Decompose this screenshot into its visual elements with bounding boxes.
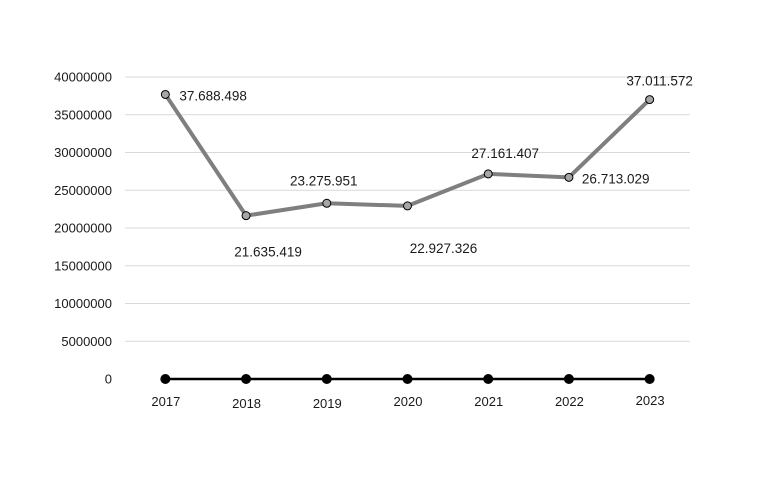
- y-tick-label-6: 30000000: [54, 145, 112, 160]
- series-0-point-4: [483, 169, 493, 179]
- y-tick-label-7: 35000000: [54, 107, 112, 122]
- series-1-point-6: [644, 374, 655, 384]
- data-label-4: 27.161.407: [471, 146, 539, 161]
- x-tick-label-0: 2017: [151, 394, 180, 409]
- y-tick-label-8: 40000000: [54, 70, 112, 85]
- y-tick-label-4: 20000000: [54, 221, 112, 236]
- y-tick-label-1: 5000000: [61, 334, 112, 349]
- data-label-3: 22.927.326: [410, 241, 478, 256]
- series-0-point-6: [645, 95, 655, 105]
- series-0-point-0: [160, 89, 170, 99]
- series-1-point-5: [563, 374, 574, 384]
- x-tick-label-6: 2023: [636, 393, 665, 408]
- data-label-2: 23.275.951: [290, 173, 358, 188]
- y-tick-label-5: 25000000: [54, 183, 112, 198]
- series-0-line: [163, 92, 652, 218]
- series-group: [160, 89, 655, 384]
- data-labels: 37.688.498 21.635.419 23.275.951 22.927.326…: [179, 74, 693, 260]
- y-tick-label-0: 0: [105, 372, 112, 387]
- x-tick-label-2: 2019: [313, 396, 342, 411]
- series-1-point-0: [160, 374, 171, 384]
- gridlines: [125, 76, 690, 342]
- data-label-5: 26.713.029: [582, 171, 650, 186]
- series-1-point-4: [483, 374, 494, 384]
- data-label-6: 37.011.572: [626, 74, 693, 89]
- series-0-point-5: [564, 172, 574, 182]
- y-axis-ticks: 0 5000000 10000000 15000000 20000000 25000000…: [54, 70, 112, 387]
- x-axis-ticks: 2017 2018 2019 2020 2021 2022 2023: [151, 393, 664, 411]
- x-tick-label-5: 2022: [555, 394, 584, 409]
- x-tick-label-3: 2020: [394, 394, 423, 409]
- y-tick-label-3: 15000000: [54, 258, 112, 273]
- x-tick-label-1: 2018: [232, 396, 261, 411]
- series-0-point-2: [322, 198, 332, 208]
- series-1-point-1: [241, 374, 252, 384]
- data-label-1: 21.635.419: [234, 245, 302, 260]
- series-1-point-3: [402, 374, 413, 384]
- series-0-point-3: [403, 201, 412, 211]
- y-tick-label-2: 10000000: [54, 296, 112, 311]
- series-1-point-2: [321, 374, 332, 384]
- series-0-point-1: [241, 211, 251, 221]
- data-label-0: 37.688.498: [179, 88, 247, 103]
- x-tick-label-4: 2021: [474, 394, 503, 409]
